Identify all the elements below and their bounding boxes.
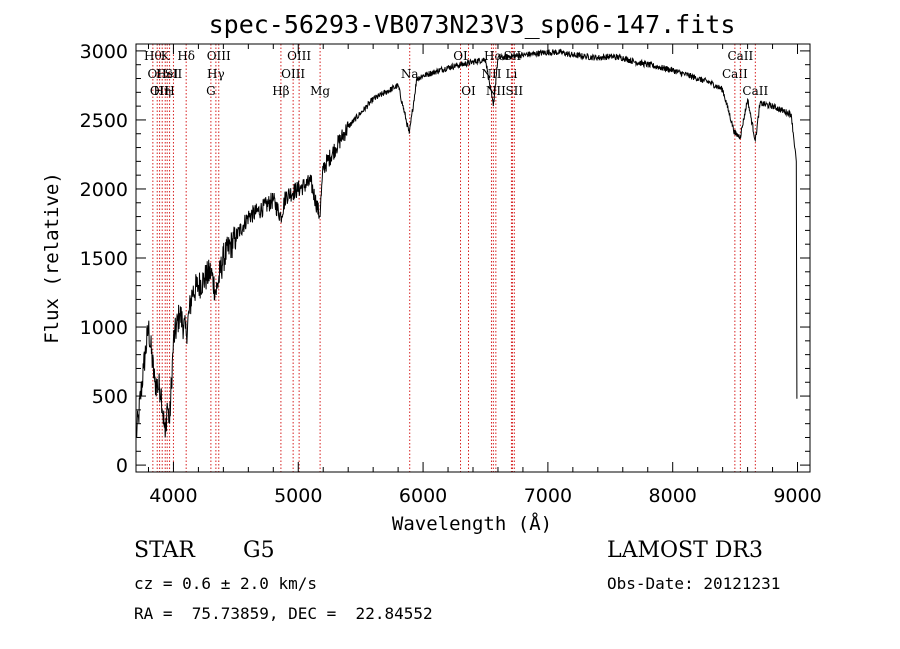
x-axis: 4000 5000 6000 7000 8000 9000 bbox=[147, 44, 822, 507]
line-marker-label: G bbox=[206, 84, 216, 98]
line-marker-label: SII bbox=[505, 84, 523, 98]
line-marker-label: OI bbox=[461, 84, 476, 98]
line-marker-label: Hη bbox=[153, 84, 171, 98]
survey-name: LAMOST DR3 bbox=[607, 538, 763, 563]
line-marker-label: Mg bbox=[310, 84, 330, 98]
line-marker-label: Li bbox=[506, 67, 518, 81]
line-marker-label: H bbox=[164, 84, 174, 98]
object-subclass: G5 bbox=[243, 538, 275, 563]
plot-frame bbox=[135, 43, 811, 473]
y-axis-label: Flux (relative) bbox=[41, 172, 63, 344]
y-tick-label: 500 bbox=[92, 386, 128, 408]
x-tick-label: 7000 bbox=[524, 485, 572, 507]
line-marker-label: Hβ bbox=[272, 84, 289, 98]
line-marker-label: OIII bbox=[287, 49, 311, 63]
line-marker-label: OIII bbox=[281, 67, 305, 81]
line-marker-label: NII bbox=[481, 67, 501, 81]
coordinates: RA = 75.73859, DEC = 22.84552 bbox=[134, 604, 433, 623]
line-marker-label: CaII bbox=[727, 49, 753, 63]
y-tick-label: 1000 bbox=[80, 317, 128, 339]
line-marker-label: OII bbox=[148, 67, 168, 81]
line-marker-label: OI bbox=[453, 49, 468, 63]
line-marker-label: SII bbox=[165, 67, 183, 81]
redshift-velocity: cz = 0.6 ± 2.0 km/s bbox=[134, 574, 318, 593]
x-tick-label: 9000 bbox=[773, 485, 821, 507]
line-marker-label: OIII bbox=[207, 49, 231, 63]
y-axis: 0 500 1000 1500 2000 2500 3000 bbox=[80, 41, 810, 477]
x-tick-label: 5000 bbox=[274, 485, 322, 507]
spectrum-line bbox=[135, 48, 798, 438]
line-marker-label: OII bbox=[150, 84, 170, 98]
line-marker-label: Hθ bbox=[144, 49, 162, 63]
line-marker-label: K bbox=[161, 49, 171, 63]
x-tick-label: 6000 bbox=[399, 485, 447, 507]
line-marker-label: Na bbox=[401, 67, 419, 81]
x-tick-label: 4000 bbox=[149, 485, 197, 507]
y-tick-label: 0 bbox=[116, 455, 128, 477]
y-tick-label: 2000 bbox=[80, 179, 128, 201]
y-tick-label: 1500 bbox=[80, 248, 128, 270]
line-marker-label: NII bbox=[486, 84, 506, 98]
chart-title: spec-56293-VB073N23V3_sp06-147.fits bbox=[209, 10, 736, 39]
spectrum-series bbox=[135, 48, 798, 438]
object-class: STAR bbox=[134, 538, 195, 563]
line-markers: HθOIIOIIHηKHeIHSIIHδGHγOIIIHβOIIIOIIIMgN… bbox=[144, 44, 768, 472]
y-tick-label: 2500 bbox=[80, 110, 128, 132]
observation-date: Obs-Date: 20121231 bbox=[607, 574, 781, 593]
line-marker-label: CaII bbox=[742, 84, 768, 98]
y-tick-label: 3000 bbox=[80, 41, 128, 63]
line-marker-label: Hδ bbox=[177, 49, 195, 63]
x-tick-label: 8000 bbox=[649, 485, 697, 507]
line-marker-label: CaII bbox=[722, 67, 748, 81]
line-marker-label: HeI bbox=[156, 67, 179, 81]
x-axis-label: Wavelength (Å) bbox=[392, 512, 552, 535]
line-marker-label: Hγ bbox=[207, 67, 225, 81]
